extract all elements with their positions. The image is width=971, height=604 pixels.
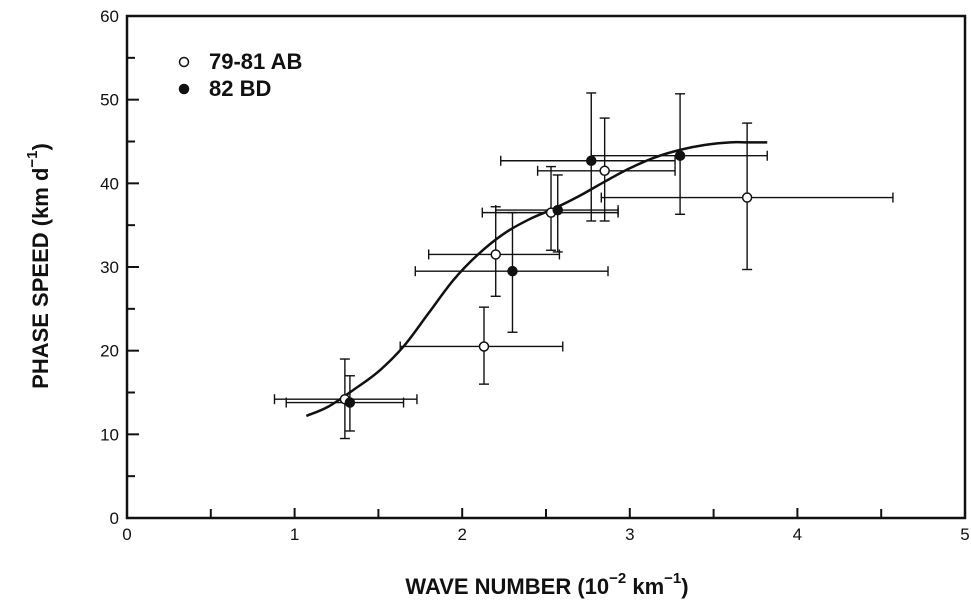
- fit-curve: [305, 140, 768, 418]
- x-tick-label: 4: [793, 525, 802, 544]
- x-axis-title-end: ): [681, 574, 688, 599]
- legend-marker: [178, 56, 190, 68]
- series-82-bd-point: [507, 265, 518, 277]
- series-79-81-ab-point: [599, 165, 610, 177]
- y-tick-label: 50: [100, 91, 119, 110]
- y-axis-title-main: PHASE SPEED (km d: [28, 168, 53, 389]
- series-82-bd-point: [552, 204, 563, 216]
- x-tick-label: 3: [625, 525, 634, 544]
- y-tick-label: 40: [100, 174, 119, 193]
- x-axis-title-sup2: −1: [664, 570, 681, 587]
- legend-label: 82 BD: [209, 76, 271, 101]
- series-82-bd-point: [344, 397, 356, 408]
- series-79-81-ab-point: [490, 249, 501, 260]
- x-tick-label: 0: [122, 525, 131, 544]
- y-tick-label: 20: [100, 342, 119, 361]
- y-axis-title: PHASE SPEED (km d−1): [24, 143, 53, 389]
- y-tick-label: 30: [100, 258, 119, 277]
- y-tick-label: 10: [100, 425, 119, 444]
- y-tick-label: 60: [100, 7, 119, 26]
- series-82-bd-point: [674, 150, 686, 161]
- y-axis-title-sup: −1: [24, 150, 41, 167]
- error-bars: [273, 92, 894, 440]
- legend-marker: [178, 83, 190, 95]
- series-79-81-ab-point: [478, 341, 490, 352]
- series-82-bd-point: [586, 155, 597, 166]
- legend-label: 79-81 AB: [209, 49, 302, 74]
- x-axis-title: WAVE NUMBER (10−2 km−1): [405, 570, 688, 599]
- x-axis-title-mid: km: [626, 574, 664, 599]
- x-axis-title-main: WAVE NUMBER (10: [405, 574, 609, 599]
- data-points: [339, 150, 753, 408]
- fit-curve-layer: [305, 140, 768, 418]
- x-axis-title-sup1: −2: [609, 570, 626, 587]
- y-axis-title-end: ): [28, 143, 53, 150]
- x-tick-label: 1: [290, 525, 299, 544]
- series-79-81-ab-point: [741, 192, 753, 203]
- x-tick-label: 5: [960, 525, 969, 544]
- y-tick-label: 0: [110, 509, 119, 528]
- x-tick-label: 2: [457, 525, 466, 544]
